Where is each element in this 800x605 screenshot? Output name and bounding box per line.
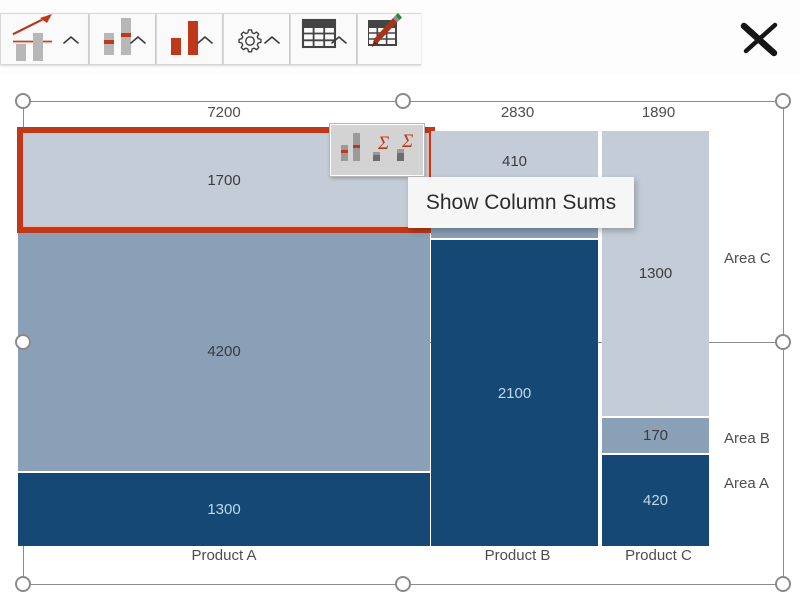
svg-text:Σ: Σ [401, 131, 413, 152]
svg-text:Σ: Σ [377, 133, 389, 154]
